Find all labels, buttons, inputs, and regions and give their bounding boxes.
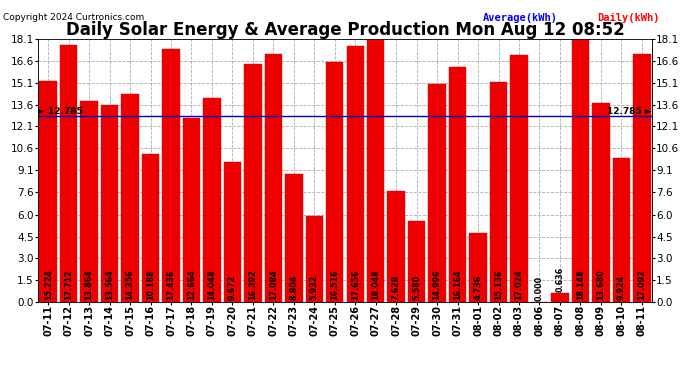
Text: 7.628: 7.628 <box>392 274 401 300</box>
Text: Daily(kWh): Daily(kWh) <box>597 13 660 23</box>
Bar <box>326 62 344 302</box>
Text: 12.664: 12.664 <box>187 269 196 300</box>
Bar <box>551 292 569 302</box>
Text: Average(kWh): Average(kWh) <box>483 13 558 23</box>
Bar <box>81 101 98 302</box>
Bar <box>244 64 262 302</box>
Text: 16.164: 16.164 <box>453 269 462 300</box>
Text: 13.680: 13.680 <box>596 269 605 300</box>
Text: 5.932: 5.932 <box>310 274 319 300</box>
Text: 10.188: 10.188 <box>146 269 155 300</box>
Bar <box>101 105 118 302</box>
Text: 0.000: 0.000 <box>535 276 544 301</box>
Text: 17.084: 17.084 <box>269 269 278 300</box>
Bar <box>39 81 57 302</box>
Bar <box>633 54 651 302</box>
Text: 13.564: 13.564 <box>105 269 114 300</box>
Text: 14.996: 14.996 <box>433 269 442 300</box>
Text: 8.804: 8.804 <box>289 274 298 300</box>
Bar <box>265 54 282 302</box>
Bar <box>511 55 528 302</box>
Text: 18.148: 18.148 <box>576 269 585 300</box>
Text: 14.048: 14.048 <box>208 269 217 300</box>
Bar <box>449 68 466 302</box>
Text: 0.636: 0.636 <box>555 267 564 292</box>
Text: 12.785 ►: 12.785 ► <box>607 108 652 117</box>
Bar <box>592 104 609 302</box>
Bar <box>285 174 302 302</box>
Bar <box>183 118 200 302</box>
Bar <box>121 94 139 302</box>
Bar <box>613 158 630 302</box>
Text: 15.136: 15.136 <box>494 269 503 300</box>
Bar <box>224 162 241 302</box>
Bar <box>142 154 159 302</box>
Text: 16.516: 16.516 <box>331 269 339 300</box>
Bar <box>572 39 589 302</box>
Bar <box>490 82 507 302</box>
Bar <box>204 98 221 302</box>
Text: 9.672: 9.672 <box>228 274 237 300</box>
Text: Copyright 2024 Curtronics.com: Copyright 2024 Curtronics.com <box>3 13 145 22</box>
Text: 17.024: 17.024 <box>515 269 524 300</box>
Text: 16.392: 16.392 <box>248 269 257 300</box>
Title: Daily Solar Energy & Average Production Mon Aug 12 08:52: Daily Solar Energy & Average Production … <box>66 21 624 39</box>
Text: 17.656: 17.656 <box>351 269 359 300</box>
Bar <box>388 191 405 302</box>
Text: 17.092: 17.092 <box>638 269 647 300</box>
Bar <box>346 46 364 302</box>
Text: 15.224: 15.224 <box>43 269 52 300</box>
Text: 17.712: 17.712 <box>64 269 73 300</box>
Text: 18.048: 18.048 <box>371 269 380 300</box>
Bar <box>306 216 323 302</box>
Text: 14.356: 14.356 <box>126 269 135 300</box>
Bar <box>60 45 77 302</box>
Text: 9.924: 9.924 <box>617 274 626 300</box>
Text: 17.436: 17.436 <box>166 269 175 300</box>
Bar <box>428 84 446 302</box>
Text: ► 12.785: ► 12.785 <box>38 108 83 117</box>
Bar <box>408 221 425 302</box>
Text: 5.580: 5.580 <box>412 274 421 300</box>
Text: 4.736: 4.736 <box>473 274 482 300</box>
Bar <box>162 49 179 302</box>
Bar <box>469 233 486 302</box>
Text: 13.864: 13.864 <box>85 269 94 300</box>
Bar <box>367 40 384 302</box>
